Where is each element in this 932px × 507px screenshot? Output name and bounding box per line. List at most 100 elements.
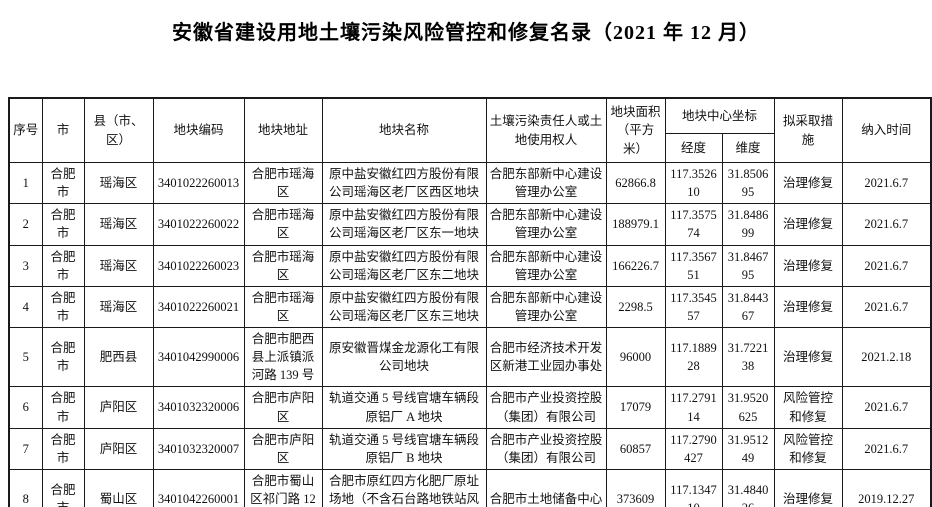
header-time: 纳入时间	[841, 97, 932, 163]
cell-area: 188979.1	[605, 203, 666, 246]
cell-longitude: 117.352610	[664, 161, 723, 205]
header-plot-name: 地块名称	[321, 97, 487, 163]
cell-city: 合肥市	[41, 285, 85, 329]
cell-seq: 5	[8, 326, 43, 388]
cell-longitude: 117.2790427	[664, 427, 723, 470]
cell-area: 373609	[605, 468, 666, 507]
table-row: 6 合肥市 庐阳区 3401032320006 合肥市庐阳区 轨道交通 5 号线官塘车辆段…	[8, 386, 932, 429]
cell-seq: 3	[8, 244, 43, 287]
cell-longitude: 117.134710	[664, 468, 723, 507]
cell-seq: 7	[8, 427, 43, 470]
table-row: 4 合肥市 瑶海区 3401022260021 合肥市瑶海区 原中盐安徽红四方股份有限公司…	[8, 285, 932, 329]
cell-city: 合肥市	[41, 161, 85, 205]
cell-county: 瑶海区	[83, 244, 154, 287]
cell-seq: 4	[8, 285, 43, 329]
cell-name: 原安徽晋煤金龙源化工有限公司地块	[321, 326, 487, 388]
table-row: 7 合肥市 庐阳区 3401032320007 合肥市庐阳区 轨道交通 5 号线官塘车辆段…	[8, 427, 932, 470]
cell-area: 2298.5	[605, 285, 666, 329]
cell-code: 3401032320006	[152, 386, 245, 429]
cell-latitude: 31.848699	[721, 203, 775, 246]
cell-code: 3401042990006	[152, 326, 245, 388]
cell-time: 2021.6.7	[841, 161, 932, 205]
cell-code: 3401022260022	[152, 203, 245, 246]
header-area: 地块面积（平方米）	[605, 97, 666, 163]
cell-address: 合肥市蜀山区祁门路 12 号	[243, 468, 323, 507]
cell-code: 3401022260023	[152, 244, 245, 287]
cell-code: 3401042260001	[152, 468, 245, 507]
cell-longitude: 117.356751	[664, 244, 723, 287]
cell-code: 3401022260013	[152, 161, 245, 205]
header-latitude: 维度	[721, 133, 775, 163]
cell-time: 2021.6.7	[841, 203, 932, 246]
cell-name: 原中盐安徽红四方股份有限公司瑶海区老厂区东二地块	[321, 244, 487, 287]
cell-measures: 治理修复	[773, 326, 843, 388]
table-row: 2 合肥市 瑶海区 3401022260022 合肥市瑶海区 原中盐安徽红四方股份有限公司…	[8, 203, 932, 246]
cell-name: 原中盐安徽红四方股份有限公司瑶海区老厂区东三地块	[321, 285, 487, 329]
cell-city: 合肥市	[41, 386, 85, 429]
header-city: 市	[41, 97, 85, 163]
cell-code: 3401022260021	[152, 285, 245, 329]
cell-name: 轨道交通 5 号线官塘车辆段原铝厂 A 地块	[321, 386, 487, 429]
cell-address: 合肥市瑶海区	[243, 285, 323, 329]
cell-county: 瑶海区	[83, 161, 154, 205]
cell-address: 合肥市瑶海区	[243, 203, 323, 246]
cell-name: 合肥市原红四方化肥厂原址场地（不含石台路地铁站风亭建设	[321, 468, 487, 507]
cell-longitude: 117.354557	[664, 285, 723, 329]
cell-area: 96000	[605, 326, 666, 388]
cell-latitude: 31.844367	[721, 285, 775, 329]
cell-latitude: 31.484026	[721, 468, 775, 507]
cell-county: 瑶海区	[83, 285, 154, 329]
cell-code: 3401032320007	[152, 427, 245, 470]
pollution-risk-table: 序号 市 县（市、区） 地块编码 地块地址 地块名称 土壤污染责任人或土地使用权…	[8, 97, 932, 507]
cell-city: 合肥市	[41, 244, 85, 287]
cell-seq: 8	[8, 468, 43, 507]
cell-responsible: 合肥市产业投资控股（集团）有限公司	[485, 386, 607, 429]
cell-measures: 治理修复	[773, 244, 843, 287]
cell-address: 合肥市庐阳区	[243, 386, 323, 429]
cell-time: 2021.6.7	[841, 244, 932, 287]
table-body: 1 合肥市 瑶海区 3401022260013 合肥市瑶海区 原中盐安徽红四方股份有限公司…	[8, 161, 932, 507]
cell-address: 合肥市肥西县上派镇派河路 139 号	[243, 326, 323, 388]
cell-measures: 治理修复	[773, 285, 843, 329]
cell-name: 轨道交通 5 号线官塘车辆段原铝厂 B 地块	[321, 427, 487, 470]
cell-name: 原中盐安徽红四方股份有限公司瑶海区老厂区西区地块	[321, 161, 487, 205]
cell-time: 2019.12.27	[841, 468, 932, 507]
cell-longitude: 117.357574	[664, 203, 723, 246]
cell-city: 合肥市	[41, 427, 85, 470]
cell-county: 肥西县	[83, 326, 154, 388]
cell-latitude: 31.722138	[721, 326, 775, 388]
cell-county: 庐阳区	[83, 386, 154, 429]
header-plot-code: 地块编码	[152, 97, 245, 163]
header-measures: 拟采取措施	[773, 97, 843, 163]
cell-address: 合肥市瑶海区	[243, 161, 323, 205]
cell-seq: 6	[8, 386, 43, 429]
cell-area: 60857	[605, 427, 666, 470]
cell-city: 合肥市	[41, 326, 85, 388]
cell-responsible: 合肥东部新中心建设管理办公室	[485, 285, 607, 329]
header-longitude: 经度	[664, 133, 723, 163]
cell-measures: 治理修复	[773, 468, 843, 507]
cell-name: 原中盐安徽红四方股份有限公司瑶海区老厂区东一地块	[321, 203, 487, 246]
cell-area: 62866.8	[605, 161, 666, 205]
cell-longitude: 117.188928	[664, 326, 723, 388]
cell-latitude: 31.846795	[721, 244, 775, 287]
cell-responsible: 合肥市经济技术开发区新港工业园办事处	[485, 326, 607, 388]
cell-seq: 2	[8, 203, 43, 246]
cell-responsible: 合肥东部新中心建设管理办公室	[485, 161, 607, 205]
table-row: 1 合肥市 瑶海区 3401022260013 合肥市瑶海区 原中盐安徽红四方股份有限公司…	[8, 161, 932, 205]
cell-measures: 治理修复	[773, 161, 843, 205]
cell-address: 合肥市瑶海区	[243, 244, 323, 287]
table-row: 5 合肥市 肥西县 3401042990006 合肥市肥西县上派镇派河路 139 号原安…	[8, 326, 932, 388]
cell-time: 2021.2.18	[841, 326, 932, 388]
cell-seq: 1	[8, 161, 43, 205]
cell-latitude: 31.951249	[721, 427, 775, 470]
header-responsible: 土壤污染责任人或土地使用权人	[485, 97, 607, 163]
cell-time: 2021.6.7	[841, 427, 932, 470]
cell-measures: 风险管控和修复	[773, 386, 843, 429]
cell-measures: 风险管控和修复	[773, 427, 843, 470]
header-plot-address: 地块地址	[243, 97, 323, 163]
cell-responsible: 合肥东部新中心建设管理办公室	[485, 244, 607, 287]
header-center-coords: 地块中心坐标	[664, 97, 775, 134]
cell-area: 17079	[605, 386, 666, 429]
